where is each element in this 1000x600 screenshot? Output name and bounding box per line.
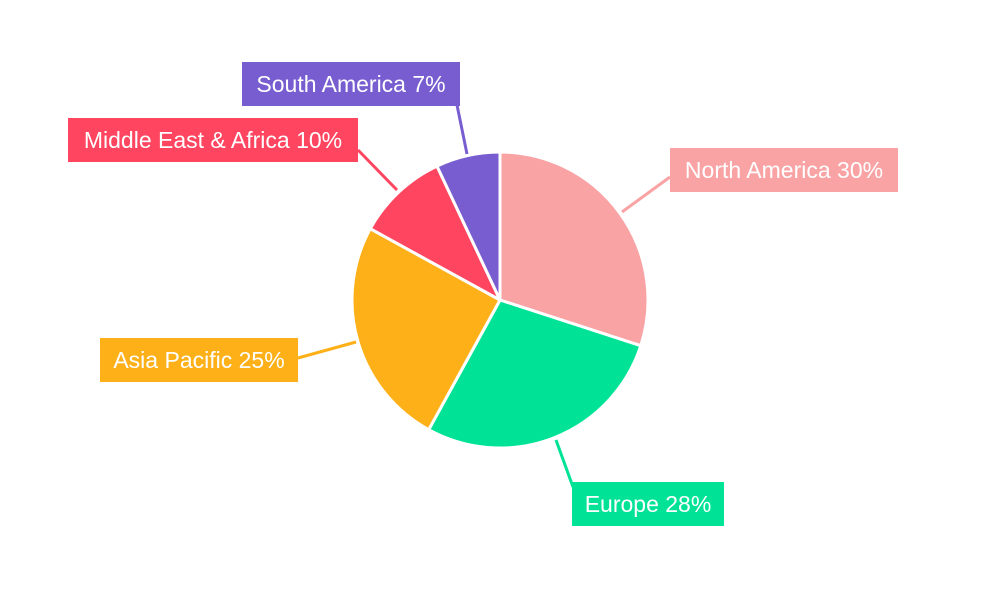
data-label-text: Middle East & Africa 10% (84, 127, 342, 153)
data-label: North America 30% (670, 148, 898, 192)
data-label-text: South America 7% (256, 71, 445, 97)
pie-slice-asia-pacific[interactable] (350, 227, 502, 432)
leader-line (455, 104, 469, 155)
pie-slice-south-america[interactable] (435, 150, 502, 302)
leader-line (356, 148, 399, 192)
leader-line (621, 175, 671, 214)
data-label: South America 7% (242, 62, 460, 106)
data-label-box (572, 482, 724, 526)
data-label-text: Europe 28% (585, 491, 712, 517)
pie-slice-middle-east-africa[interactable] (368, 164, 502, 302)
data-label: Europe 28% (572, 482, 724, 526)
slices (350, 150, 650, 450)
pie-slice-north-america[interactable] (498, 150, 650, 348)
leader-line (554, 439, 575, 488)
data-label-box (100, 338, 298, 382)
data-label-text: Asia Pacific 25% (113, 347, 284, 373)
leader-line (297, 340, 357, 360)
data-label: Middle East & Africa 10% (68, 118, 358, 162)
data-label-box (670, 148, 898, 192)
data-label-box (68, 118, 358, 162)
data-label-box (242, 62, 460, 106)
pie-slice-europe[interactable] (427, 298, 643, 450)
data-label: Asia Pacific 25% (100, 338, 298, 382)
data-label-text: North America 30% (685, 157, 883, 183)
